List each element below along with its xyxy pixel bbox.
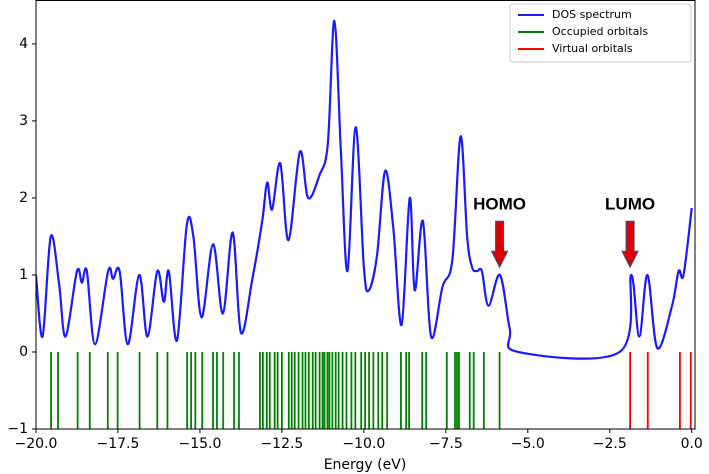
x-tick-label: 0.0	[681, 436, 703, 452]
x-tick-label: −10.0	[342, 436, 385, 452]
x-tick-label: −7.5	[429, 436, 463, 452]
x-tick-label: −12.5	[260, 436, 303, 452]
x-tick-label: −5.0	[511, 436, 545, 452]
annotation-label: HOMO	[473, 195, 526, 214]
legend-label: Occupied orbitals	[552, 25, 648, 38]
y-tick-label: 0	[19, 344, 28, 360]
legend-box	[509, 3, 692, 63]
legend-label: DOS spectrum	[552, 8, 632, 21]
x-tick-label: −17.5	[97, 436, 140, 452]
plot	[36, 19, 693, 429]
y-tick-label: 3	[19, 113, 28, 129]
y-tick-label: −1	[7, 421, 28, 437]
annotation-arrow	[621, 220, 639, 269]
annotation-arrow	[490, 220, 509, 269]
legend: DOS spectrum Occupied orbitals Virtual orb…	[509, 3, 692, 63]
y-tick-label: 2	[19, 190, 28, 206]
dos-line	[36, 19, 693, 360]
plot-frame	[35, 0, 696, 430]
x-axis-label: Energy (eV)	[324, 457, 407, 473]
y-tick-label: 1	[19, 267, 28, 283]
annotation-label: LUMO	[605, 195, 655, 214]
x-tick-label: −2.5	[593, 436, 627, 452]
y-tick-label: 4	[19, 36, 28, 52]
x-tick-label: −15.0	[178, 436, 221, 452]
x-tick-label: −20.0	[15, 436, 58, 452]
legend-label: Virtual orbitals	[552, 42, 633, 55]
